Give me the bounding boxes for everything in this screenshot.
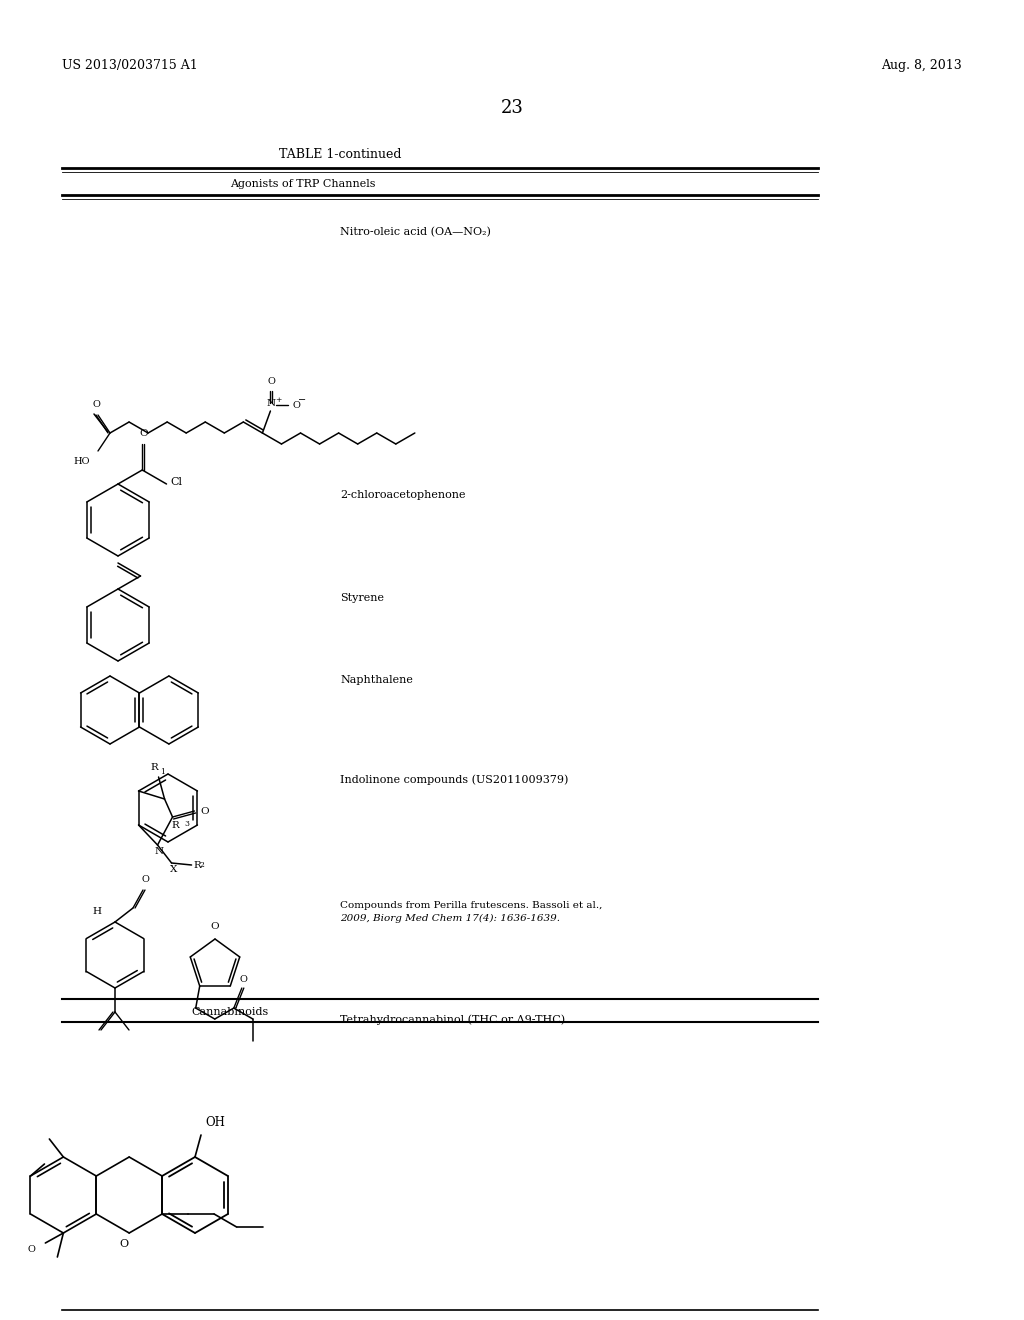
Text: OH: OH [205,1115,225,1129]
Text: O: O [201,807,209,816]
Text: Compounds from Perilla frutescens. Bassoli et al.,: Compounds from Perilla frutescens. Basso… [340,900,602,909]
Text: H: H [92,908,101,916]
Text: Naphthalene: Naphthalene [340,675,413,685]
Text: O: O [141,875,148,884]
Text: 2: 2 [200,861,205,869]
Text: Cannabinoids: Cannabinoids [191,1007,268,1016]
Text: O: O [28,1245,36,1254]
Text: Nitro-oleic acid (OA—NO₂): Nitro-oleic acid (OA—NO₂) [340,227,490,238]
Text: N: N [267,399,276,408]
Text: O: O [240,975,248,983]
Text: 2009, Biorg Med Chem 17(4): 1636-1639.: 2009, Biorg Med Chem 17(4): 1636-1639. [340,913,560,923]
Text: 23: 23 [501,99,523,117]
Text: R: R [172,821,179,829]
Text: N: N [155,847,164,855]
Text: O: O [293,400,300,409]
Text: R: R [151,763,159,772]
Text: HO: HO [74,457,90,466]
Text: 1: 1 [161,768,166,776]
Text: O: O [92,400,100,409]
Text: R: R [194,861,202,870]
Text: 3: 3 [184,820,189,828]
Text: Styrene: Styrene [340,593,384,603]
Text: Aug. 8, 2013: Aug. 8, 2013 [882,58,962,71]
Text: TABLE 1-continued: TABLE 1-continued [279,149,401,161]
Text: O: O [139,429,147,438]
Text: +: + [275,396,282,404]
Text: Agonists of TRP Channels: Agonists of TRP Channels [230,180,376,189]
Text: −: − [298,396,306,405]
Text: Cl: Cl [171,477,182,487]
Text: O: O [211,921,219,931]
Text: Tetrahydrocannabinol (THC or Δ9-THC): Tetrahydrocannabinol (THC or Δ9-THC) [340,1015,565,1026]
Text: Indolinone compounds (US2011009379): Indolinone compounds (US2011009379) [340,775,568,785]
Text: O: O [120,1239,129,1249]
Text: US 2013/0203715 A1: US 2013/0203715 A1 [62,58,198,71]
Text: X: X [170,865,177,874]
Text: 2-chloroacetophenone: 2-chloroacetophenone [340,490,466,500]
Text: O: O [267,378,275,385]
